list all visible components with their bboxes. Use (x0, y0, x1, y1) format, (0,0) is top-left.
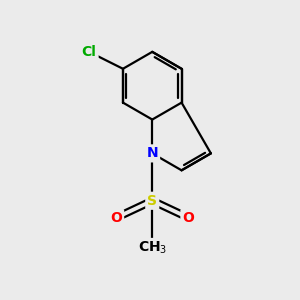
Text: O: O (182, 211, 194, 225)
Text: Cl: Cl (82, 45, 97, 59)
Text: O: O (110, 211, 122, 225)
Text: S: S (147, 194, 157, 208)
Text: N: N (146, 146, 158, 161)
Text: CH$_3$: CH$_3$ (138, 240, 167, 256)
